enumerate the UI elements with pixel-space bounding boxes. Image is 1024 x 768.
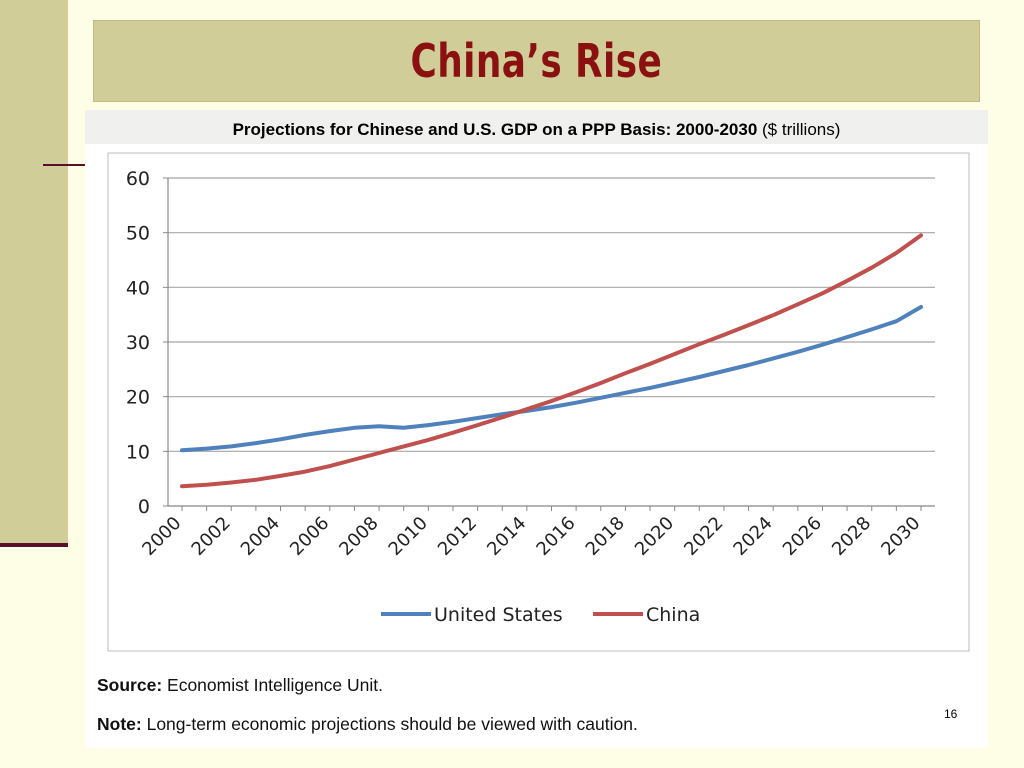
source-text: Economist Intelligence Unit. [162, 675, 383, 695]
legend: United States China [381, 604, 700, 626]
left-decor-rule [0, 543, 68, 547]
gridlines [168, 177, 935, 452]
series-line-united-states [180, 305, 923, 453]
y-tick-label-60: 60 [126, 168, 150, 190]
y-tick-labels: 0 10 20 30 40 50 60 [126, 168, 168, 518]
slide-title: China’s Rise [410, 34, 663, 88]
y-tick-label-40: 40 [126, 277, 150, 299]
series-line-china [180, 233, 923, 489]
series-lines [180, 233, 923, 489]
source-footnote: Source: Economist Intelligence Unit. [97, 675, 383, 696]
y-tick-label-30: 30 [126, 332, 150, 354]
note-text: Long-term economic projections should be… [141, 714, 638, 734]
title-bar: China’s Rise [93, 20, 980, 102]
y-tick-label-10: 10 [126, 441, 150, 463]
chart-frame [107, 152, 970, 652]
note-label: Note: [97, 714, 142, 734]
y-tick-label-20: 20 [126, 387, 150, 409]
source-label: Source: [97, 675, 163, 695]
note-footnote: Note: Long-term economic projections sho… [97, 714, 638, 735]
chart-heading-bold: Projections for Chinese and U.S. GDP on … [232, 120, 758, 139]
y-tick-label-50: 50 [126, 223, 150, 245]
left-decor-band [0, 0, 68, 545]
page-number: 16 [944, 707, 958, 721]
legend-label-0: United States [434, 604, 563, 626]
y-tick-label-0: 0 [138, 496, 150, 518]
chart-heading: Projections for Chinese and U.S. GDP on … [85, 110, 988, 144]
legend-label-1: China [646, 604, 700, 626]
short-decor-rule [43, 164, 85, 166]
chart-heading-units: ($ trillions) [757, 120, 841, 139]
